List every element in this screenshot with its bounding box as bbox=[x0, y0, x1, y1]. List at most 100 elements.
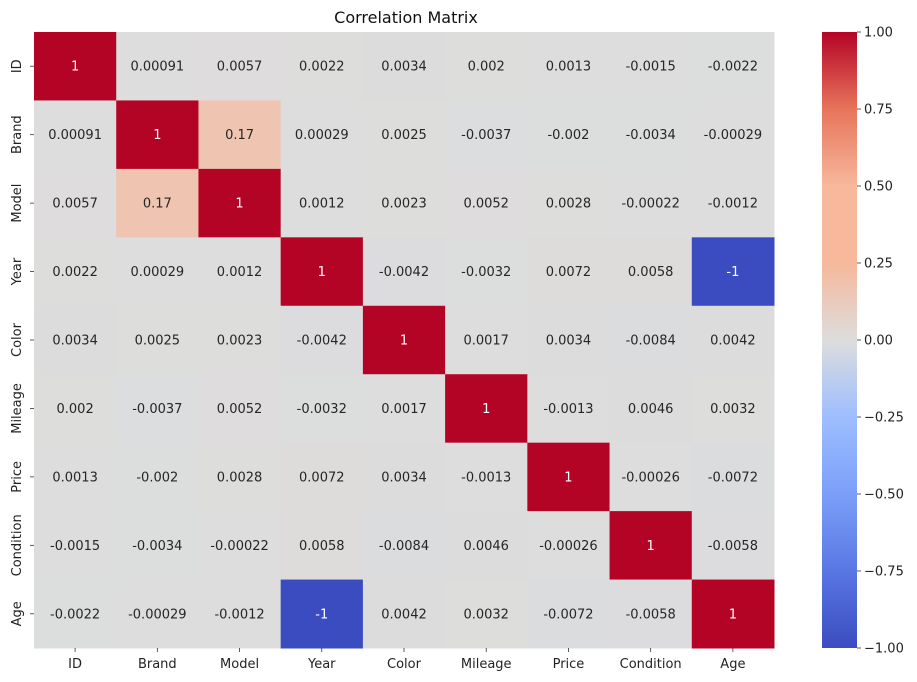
heatmap-cell bbox=[116, 442, 199, 512]
x-tick-label: Year bbox=[307, 657, 336, 672]
heatmap-cell bbox=[691, 305, 775, 375]
cell-annotation: 1 bbox=[729, 607, 737, 622]
colorbar-tick-label: 0.50 bbox=[864, 180, 893, 195]
heatmap-cell bbox=[280, 168, 364, 238]
heatmap-cell bbox=[362, 100, 446, 170]
cell-annotation: 0.17 bbox=[225, 128, 254, 143]
cell-annotation: -0.0015 bbox=[50, 539, 100, 554]
heatmap-cell bbox=[445, 168, 528, 238]
x-axis-tick-labels: ID Brand Model Year Color Mileage Price Conditi… bbox=[68, 648, 745, 672]
heatmap-cell bbox=[34, 511, 117, 581]
heatmap-cell bbox=[527, 32, 611, 101]
y-axis-tick-labels: ID Brand Model Year Color Mileage Price Conditi… bbox=[10, 59, 34, 626]
heatmap-cell bbox=[362, 374, 446, 444]
cell-annotation: 0.0057 bbox=[52, 197, 98, 212]
cell-annotation: 0.00029 bbox=[130, 265, 184, 280]
cell-annotation: 0.00091 bbox=[48, 128, 102, 143]
heatmap-cell bbox=[116, 100, 199, 170]
cell-annotation: 0.0072 bbox=[546, 265, 592, 280]
cell-annotation: 1 bbox=[564, 470, 572, 485]
chart-title: Correlation Matrix bbox=[334, 8, 478, 27]
heatmap-cell bbox=[116, 511, 199, 581]
cell-annotation: 1 bbox=[71, 60, 79, 75]
cell-annotation: -0.0072 bbox=[708, 470, 758, 485]
heatmap-cell bbox=[362, 305, 446, 375]
x-tick-label: Model bbox=[220, 657, 259, 672]
colorbar-tick-label: −0.75 bbox=[864, 565, 904, 580]
heatmap-cell bbox=[198, 32, 282, 101]
cell-annotation: 1 bbox=[647, 539, 655, 554]
heatmap-cell bbox=[116, 579, 199, 649]
heatmap-cell bbox=[198, 100, 282, 170]
heatmap-cell bbox=[198, 305, 282, 375]
heatmap-cell bbox=[280, 237, 364, 307]
colorbar-tick-label: −0.50 bbox=[864, 488, 904, 503]
cell-annotation: 0.00029 bbox=[295, 128, 349, 143]
heatmap-annotations: 1 0.00091 0.0057 0.0022 0.0034 0.002 0.0013 -0.… bbox=[48, 60, 762, 623]
cell-annotation: -0.00029 bbox=[704, 128, 762, 143]
heatmap-cell bbox=[445, 305, 528, 375]
heatmap-cell bbox=[198, 374, 282, 444]
heatmap-cell bbox=[34, 374, 117, 444]
y-tick-label: Price bbox=[10, 461, 25, 493]
heatmap-cell bbox=[527, 305, 611, 375]
cell-annotation: 0.0052 bbox=[463, 197, 509, 212]
heatmap-cell bbox=[445, 100, 528, 170]
cell-annotation: 0.002 bbox=[468, 60, 505, 75]
y-tick-label: Condition bbox=[10, 514, 25, 576]
heatmap-cell bbox=[116, 32, 199, 101]
y-tick-label: Mileage bbox=[10, 383, 25, 434]
heatmap-cell bbox=[198, 168, 282, 238]
heatmap-cell bbox=[609, 32, 693, 101]
cell-annotation: 0.00091 bbox=[130, 60, 184, 75]
heatmap-cell bbox=[34, 168, 117, 238]
heatmap-cell bbox=[280, 100, 364, 170]
heatmap-cell bbox=[691, 442, 775, 512]
heatmap-cell bbox=[362, 237, 446, 307]
cell-annotation: 0.0034 bbox=[546, 334, 592, 349]
cell-annotation: 0.0058 bbox=[628, 265, 674, 280]
cell-annotation: -0.0032 bbox=[297, 402, 347, 417]
y-tick-label: Color bbox=[10, 322, 25, 357]
heatmap-cell bbox=[527, 579, 611, 649]
heatmap-cell bbox=[445, 579, 528, 649]
heatmap-cell bbox=[609, 168, 693, 238]
cell-annotation: 0.0034 bbox=[381, 60, 427, 75]
cell-annotation: -0.0034 bbox=[626, 128, 676, 143]
heatmap-cell bbox=[691, 100, 775, 170]
heatmap-cell bbox=[691, 168, 775, 238]
cell-annotation: 0.0034 bbox=[52, 334, 98, 349]
cell-annotation: -0.00026 bbox=[539, 539, 597, 554]
heatmap-cell bbox=[609, 511, 693, 581]
cell-annotation: -0.0022 bbox=[708, 60, 758, 75]
cell-annotation: 0.0012 bbox=[299, 197, 345, 212]
cell-annotation: 0.0058 bbox=[299, 539, 345, 554]
x-tick-label: Age bbox=[720, 657, 745, 672]
heatmap-cell bbox=[280, 442, 364, 512]
heatmap-cell bbox=[34, 579, 117, 649]
cell-annotation: 0.0057 bbox=[217, 60, 263, 75]
heatmap-cell bbox=[362, 32, 446, 101]
heatmap-cells bbox=[34, 32, 775, 649]
heatmap-cell bbox=[34, 442, 117, 512]
cell-annotation: -0.00022 bbox=[621, 197, 679, 212]
cell-annotation: 0.0017 bbox=[463, 334, 509, 349]
cell-annotation: 1 bbox=[153, 128, 161, 143]
cell-annotation: 0.002 bbox=[57, 402, 94, 417]
cell-annotation: 0.0032 bbox=[463, 607, 509, 622]
y-tick-label: Year bbox=[10, 257, 25, 286]
y-tick-label: Brand bbox=[10, 115, 25, 154]
cell-annotation: 0.0052 bbox=[217, 402, 263, 417]
colorbar-tick-label: −1.00 bbox=[864, 642, 904, 657]
heatmap-cell bbox=[280, 579, 364, 649]
cell-annotation: -0.0037 bbox=[461, 128, 511, 143]
cell-annotation: 0.0025 bbox=[135, 334, 181, 349]
cell-annotation: 0.0012 bbox=[217, 265, 263, 280]
cell-annotation: 0.0022 bbox=[52, 265, 98, 280]
heatmap-cell bbox=[691, 237, 775, 307]
heatmap-cell bbox=[609, 374, 693, 444]
cell-annotation: -0.0022 bbox=[50, 607, 100, 622]
heatmap-cell bbox=[527, 374, 611, 444]
heatmap-cell bbox=[362, 168, 446, 238]
